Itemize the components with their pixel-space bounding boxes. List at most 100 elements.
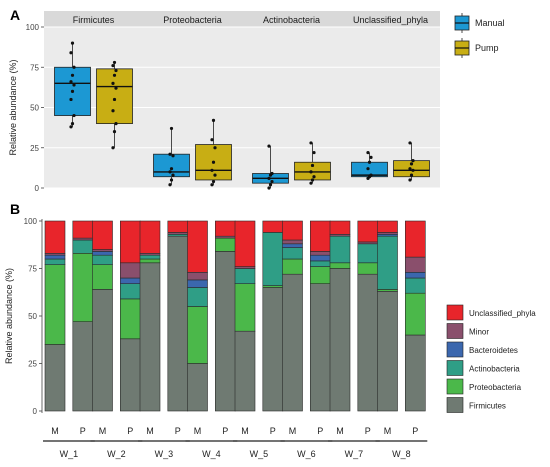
bar-m-w-1: [44, 220, 66, 412]
bar-segment-proteobacteria: [215, 237, 236, 252]
data-point: [168, 183, 172, 187]
data-point: [112, 97, 117, 102]
legend-label: Minor: [469, 328, 489, 337]
data-point: [111, 81, 115, 85]
bar-p-w-8: [404, 220, 426, 412]
bar-segment-minor: [404, 256, 426, 273]
bar-segment-unclassified-phyla: [234, 220, 256, 267]
bar-segment-minor: [187, 271, 208, 281]
data-point: [408, 167, 412, 171]
bar-segment-actinobacteria: [377, 235, 398, 290]
bar-segment-actinobacteria: [44, 258, 66, 265]
bar-label: P: [270, 426, 276, 436]
bar-label: M: [241, 426, 249, 436]
legend-label: Proteobacteria: [469, 383, 522, 392]
bar-p-w-5: [262, 220, 284, 412]
data-point: [213, 173, 217, 177]
data-point: [70, 73, 75, 77]
data-point: [211, 179, 216, 184]
data-point: [72, 83, 76, 87]
legend-item-unclassified-phyla: Unclassified_phyla: [446, 304, 536, 321]
legend-item-manual: Manual: [454, 13, 505, 33]
bar-segment-proteobacteria: [120, 298, 141, 340]
y-tick-label: 75: [30, 63, 39, 72]
bar-segment-proteobacteria: [404, 292, 426, 336]
bar-p-w-6: [309, 220, 331, 412]
data-point: [69, 51, 73, 55]
facet-label-proteobacteria: Proteobacteria: [163, 15, 222, 25]
bar-segment-firmicutes: [215, 251, 236, 412]
legend-label: Bacteroidetes: [469, 346, 518, 355]
bar-label: P: [127, 426, 133, 436]
data-point: [111, 64, 115, 68]
legend-label: Manual: [475, 18, 505, 28]
bar-label: M: [51, 426, 59, 436]
bar-segment-bacteroidetes: [120, 277, 141, 284]
box-pump-firmicutes: [96, 60, 133, 150]
bar-segment-bacteroidetes: [187, 279, 208, 288]
bar-m-w-3: [139, 220, 161, 412]
data-point: [409, 173, 414, 177]
bar-segment-minor: [309, 251, 331, 256]
bar-label: P: [412, 426, 418, 436]
bar-segment-unclassified-phyla: [282, 220, 303, 241]
bar-segment-actinobacteria: [234, 268, 256, 284]
data-point: [114, 86, 118, 90]
data-point: [309, 141, 313, 145]
data-point: [270, 179, 274, 184]
y-axis-label: Relative abundance (%): [8, 59, 18, 155]
legend-a: Manual Pump: [454, 13, 505, 58]
bar-segment-unclassified-phyla: [329, 220, 351, 235]
data-point: [411, 159, 415, 163]
bar-segment-unclassified-phyla: [120, 220, 141, 264]
bar-segment-proteobacteria: [92, 264, 113, 290]
bar-segment-actinobacteria: [120, 283, 141, 300]
data-point: [70, 122, 75, 126]
bar-segment-firmicutes: [234, 330, 256, 412]
data-point: [169, 167, 174, 171]
bar-segment-minor: [282, 239, 303, 245]
bar-m-w-7: [329, 220, 351, 412]
y-axis-label: Relative abundance (%): [4, 268, 14, 364]
box-iqr: [153, 153, 190, 178]
bar-segment-firmicutes: [187, 363, 208, 412]
data-point: [369, 155, 373, 160]
bar-segment-firmicutes: [309, 283, 331, 412]
bar-segment-unclassified-phyla: [92, 220, 113, 250]
bar-m-w-2: [92, 220, 113, 412]
bar-segment-unclassified-phyla: [309, 220, 331, 252]
bar-segment-unclassified-phyla: [377, 220, 398, 233]
y-tick-label: 0: [33, 407, 38, 416]
data-point: [268, 183, 273, 187]
data-point: [111, 146, 115, 150]
legend-item-bacteroidetes: Bacteroidetes: [446, 341, 518, 358]
data-point: [409, 162, 414, 166]
data-point: [369, 173, 373, 177]
bar-segment-proteobacteria: [282, 258, 303, 275]
data-point: [309, 170, 313, 174]
legend-item-proteobacteria: Proteobacteria: [446, 378, 522, 395]
bar-segment-unclassified-phyla: [167, 220, 189, 233]
facet-label-unclassified-phyla: Unclassified_phyla: [353, 15, 428, 25]
box-pump-actinobacteria: [294, 141, 331, 185]
box-pump-unclassified-phyla: [393, 141, 430, 182]
legend-label: Pump: [475, 43, 499, 53]
group-label-w-4: W_4: [202, 449, 221, 459]
bar-segment-actinobacteria: [309, 260, 331, 267]
bar-m-w-4: [187, 220, 208, 412]
panel-label-a: A: [10, 7, 20, 23]
bar-m-w-6: [282, 220, 303, 412]
data-point: [408, 178, 412, 182]
data-point: [112, 60, 117, 65]
data-point: [310, 178, 315, 182]
data-point: [210, 168, 214, 172]
data-point: [70, 41, 75, 45]
data-point: [211, 160, 216, 164]
legend-item-firmicutes: Firmicutes: [446, 397, 506, 413]
bar-segment-unclassified-phyla: [72, 220, 94, 239]
panel-a-boxplot: 0 25 50 75 100 Relative abundance (%) Firmicut…: [8, 11, 505, 193]
legend-item-minor: Minor: [446, 323, 489, 339]
box-manual-proteobacteria: [153, 126, 190, 187]
data-point: [267, 176, 271, 180]
bar-segment-proteobacteria: [357, 262, 379, 275]
